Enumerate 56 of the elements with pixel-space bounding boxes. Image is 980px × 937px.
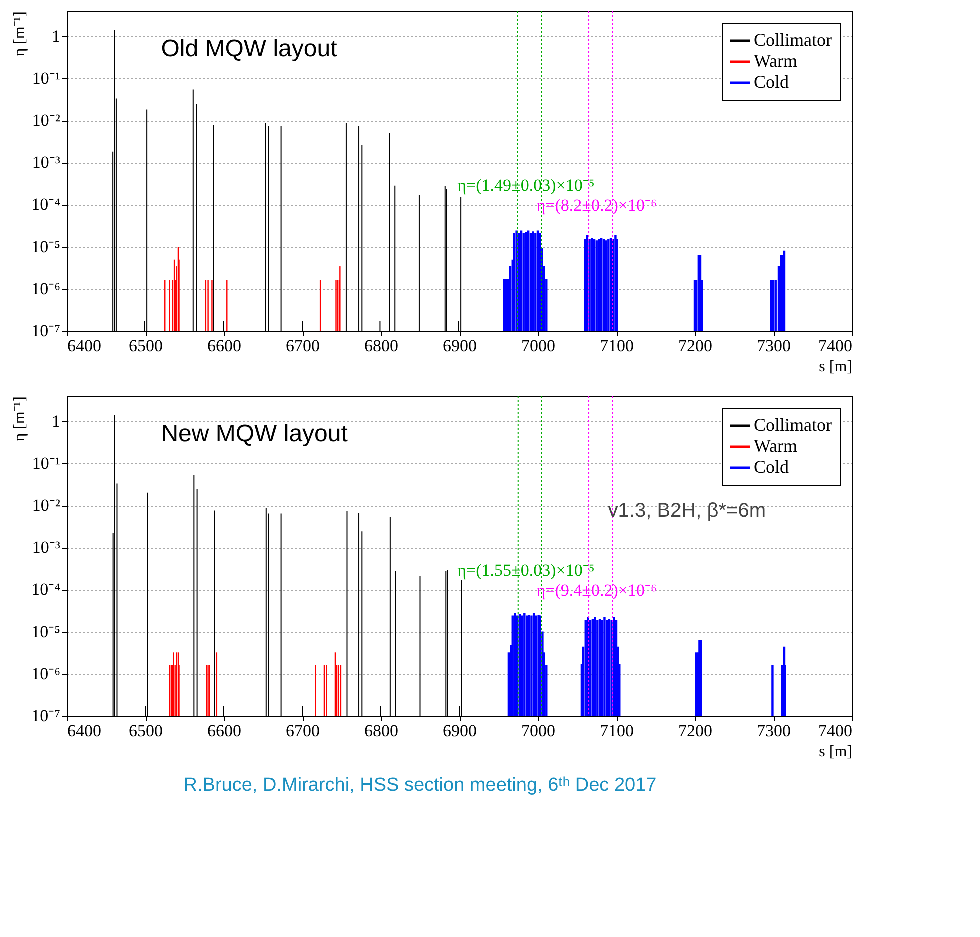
x-axis-title: s [m] (819, 744, 852, 760)
x-tick-label: 6800 (364, 336, 398, 356)
legend-label: Cold (754, 457, 790, 477)
y-tick-label: 10⁻⁵ (32, 237, 61, 256)
x-tick-label: 7300 (757, 722, 791, 740)
annotation: v1.3, B2H, β*=6m (608, 500, 766, 522)
y-tick-label: 10⁻³ (32, 538, 60, 558)
annotation: η=(9.4±0.2)×10⁻⁶ (536, 581, 658, 600)
y-tick-label: 10⁻⁶ (32, 664, 61, 684)
y-tick-label: 1 (52, 412, 60, 431)
x-tick-label: 6600 (208, 336, 242, 356)
text: R.Bruce, D.Mirarchi, HSS section meeting, 6ᵗʰ Dec 2017 (184, 775, 657, 796)
x-tick-label: 6900 (443, 336, 477, 356)
y-tick-label: 1 (52, 26, 60, 46)
x-tick-label: 6900 (443, 722, 477, 740)
x-tick-label: 6400 (68, 722, 102, 740)
annotation: η=(1.55±0.03)×10⁻⁵ (458, 561, 595, 580)
x-tick-label: 6800 (364, 722, 398, 740)
legend-label: Warm (754, 51, 798, 71)
x-tick-label: 7200 (678, 336, 712, 356)
y-tick-label: 10⁻² (32, 496, 60, 516)
y-tick-label: 10⁻⁷ (32, 322, 61, 340)
annotation: η=(8.2±0.2)×10⁻⁶ (536, 196, 658, 216)
y-tick-label: 10⁻⁶ (32, 279, 61, 298)
y-tick-label: 10⁻¹ (32, 454, 60, 473)
x-tick-label: 6500 (129, 336, 163, 356)
x-tick-label: 6700 (286, 336, 320, 356)
x-tick-label: 7000 (522, 722, 556, 740)
x-axis-title: s [m] (819, 358, 852, 376)
x-tick-label: 7000 (522, 336, 556, 356)
x-tick-label: 7200 (678, 722, 712, 740)
y-tick-label: 10⁻⁴ (32, 195, 61, 214)
y-axis-title: η [m⁻¹] (12, 396, 29, 442)
x-tick-label: 6700 (286, 722, 320, 740)
annotation: η=(1.49±0.03)×10⁻⁵ (458, 176, 595, 195)
x-tick-label: 7400 (818, 336, 852, 356)
y-tick-label: 10⁻⁵ (32, 622, 61, 642)
x-tick-label: 6500 (129, 722, 163, 740)
text: Old MQW layout (161, 35, 338, 62)
legend-label: Collimator (754, 30, 832, 50)
x-tick-label: 7100 (600, 722, 634, 740)
x-tick-label: 7300 (757, 336, 791, 356)
x-tick-label: 6400 (68, 336, 102, 356)
y-tick-label: 10⁻⁴ (32, 580, 61, 600)
y-tick-label: 10⁻² (32, 111, 60, 130)
x-tick-label: 7100 (600, 336, 634, 356)
y-tick-label: 10⁻¹ (32, 68, 60, 88)
y-tick-label: 10⁻³ (32, 153, 60, 172)
legend-label: Cold (754, 72, 790, 92)
y-tick-label: 10⁻⁷ (32, 706, 61, 726)
text: New MQW layout (161, 420, 348, 448)
x-tick-label: 7400 (818, 722, 852, 740)
legend-label: Collimator (754, 415, 832, 435)
y-axis-title: η [m⁻¹] (12, 12, 29, 57)
x-tick-label: 6600 (208, 722, 242, 740)
legend-label: Warm (754, 436, 798, 456)
